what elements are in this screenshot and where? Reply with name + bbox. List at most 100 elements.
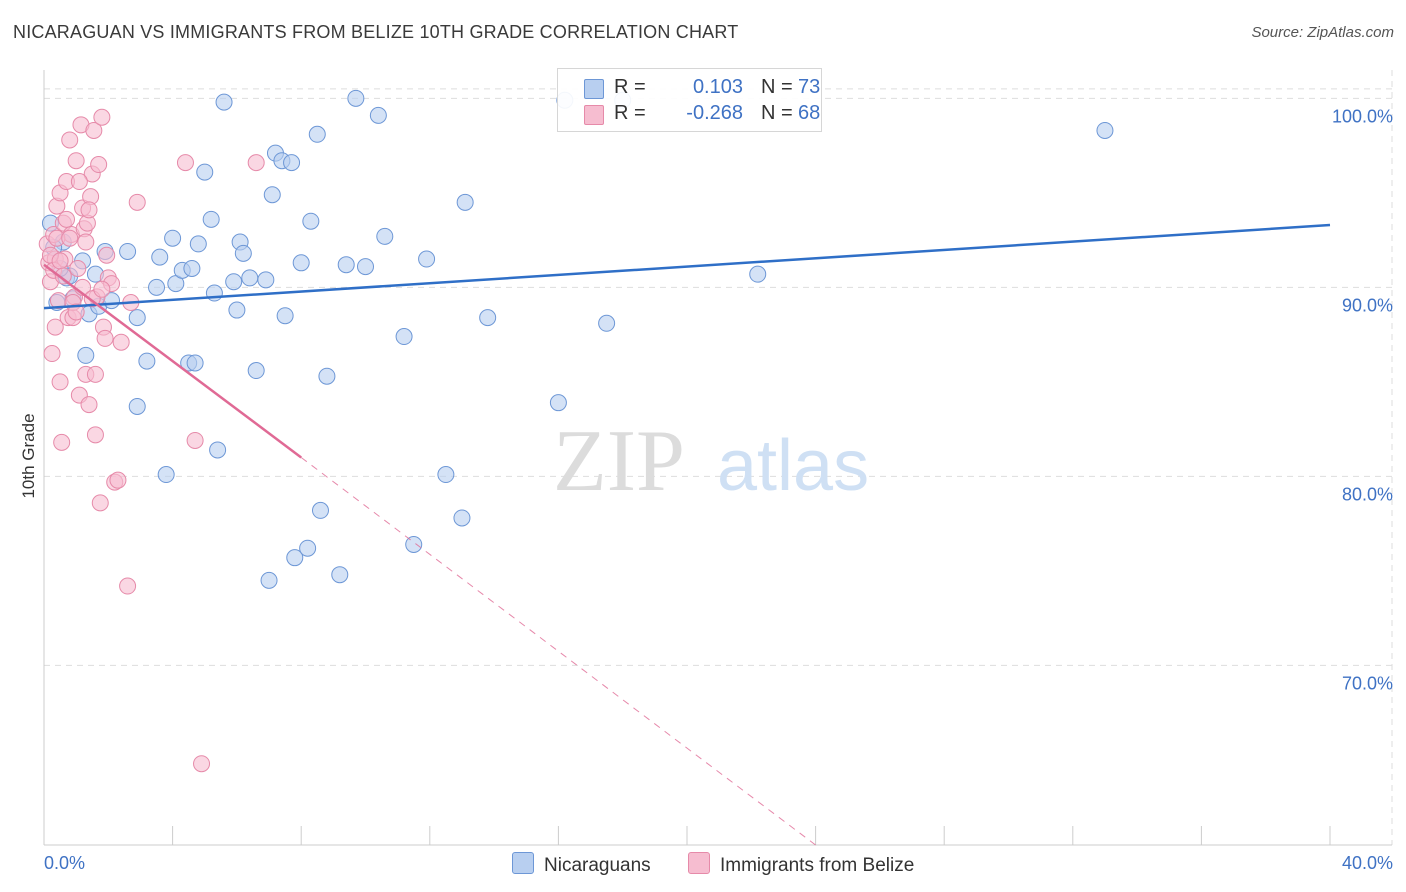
point-belize — [51, 373, 69, 391]
point-nicaraguans — [151, 248, 169, 266]
point-belize — [53, 433, 71, 451]
point-belize — [91, 494, 109, 512]
point-belize — [98, 246, 116, 264]
point-nicaraguans — [128, 397, 146, 415]
point-nicaraguans — [302, 212, 320, 230]
point-nicaraguans — [598, 314, 616, 332]
point-belize — [119, 577, 137, 595]
legend-n-label: N = — [761, 76, 793, 98]
point-nicaraguans — [164, 229, 182, 247]
point-belize — [86, 365, 104, 383]
point-nicaraguans — [276, 307, 294, 325]
point-nicaraguans — [376, 227, 394, 245]
point-belize — [247, 154, 265, 172]
point-belize — [193, 755, 211, 773]
point-nicaraguans — [395, 328, 413, 346]
point-belize — [54, 267, 72, 285]
point-belize — [109, 471, 127, 489]
point-nicaraguans — [437, 466, 455, 484]
point-belize — [80, 396, 98, 414]
legend-r-label: R = — [614, 76, 646, 98]
point-belize — [85, 121, 103, 139]
point-belize — [93, 280, 111, 298]
point-belize — [186, 431, 204, 449]
point-nicaraguans — [260, 571, 278, 589]
point-nicaraguans — [283, 154, 301, 172]
point-belize — [67, 303, 85, 321]
legend-label-belize: Immigrants from Belize — [720, 855, 915, 876]
point-belize — [67, 152, 85, 170]
point-nicaraguans — [456, 193, 474, 211]
point-nicaraguans — [215, 93, 233, 111]
legend-n-value: 73 — [798, 76, 821, 98]
point-nicaraguans — [241, 269, 259, 287]
legend-swatch-pink — [688, 852, 710, 874]
point-nicaraguans — [337, 256, 355, 274]
point-nicaraguans — [157, 466, 175, 484]
point-nicaraguans — [331, 566, 349, 584]
source-label: Source: ZipAtlas.com — [1251, 24, 1394, 41]
y-tick-label: 70.0% — [1342, 673, 1393, 693]
point-nicaraguans — [247, 362, 265, 380]
point-belize — [112, 333, 130, 351]
point-belize — [61, 131, 79, 149]
watermark-atlas: atlas — [717, 426, 869, 506]
point-belize — [80, 201, 98, 219]
point-nicaraguans — [148, 278, 166, 296]
trendline-nicaraguans — [43, 223, 1331, 310]
point-nicaraguans — [479, 309, 497, 327]
chart-title: NICARAGUAN VS IMMIGRANTS FROM BELIZE 10T… — [13, 22, 739, 42]
y-tick-label: 90.0% — [1342, 295, 1393, 315]
point-nicaraguans — [308, 125, 326, 143]
point-nicaraguans — [347, 89, 365, 107]
legend-r-value: -0.268 — [686, 102, 743, 124]
point-nicaraguans — [225, 273, 243, 291]
point-belize — [61, 229, 79, 247]
point-nicaraguans — [138, 352, 156, 370]
point-nicaraguans — [453, 509, 471, 527]
axis-layer: 70.0% 80.0% 90.0% 100.0% 0.0% 40.0% — [43, 70, 1393, 873]
point-belize — [93, 108, 111, 126]
x-tick-label: 40.0% — [1342, 853, 1393, 873]
legend-n-label: N = — [761, 102, 793, 124]
point-nicaraguans — [263, 186, 281, 204]
point-belize — [96, 329, 114, 347]
x-tick-label: 0.0% — [44, 853, 85, 873]
point-nicaraguans — [186, 354, 204, 372]
point-nicaraguans — [405, 535, 423, 553]
legend-swatch-blue — [512, 852, 534, 874]
point-nicaraguans — [257, 271, 275, 289]
legend-r-value: 0.103 — [692, 76, 743, 98]
point-nicaraguans — [202, 210, 220, 228]
point-nicaraguans — [749, 265, 767, 283]
point-belize — [90, 156, 108, 174]
stats-legend: R = 0.103 N = 73 R = -0.268 N = 68 — [557, 68, 822, 132]
legend-swatch-pink — [584, 105, 604, 125]
point-nicaraguans — [189, 235, 207, 253]
point-nicaraguans — [286, 549, 304, 567]
point-belize — [176, 154, 194, 172]
point-nicaraguans — [183, 259, 201, 277]
point-belize — [43, 345, 61, 363]
legend-item-belize: Immigrants from Belize — [688, 852, 914, 877]
point-nicaraguans — [209, 441, 227, 459]
points-layer — [38, 89, 1114, 773]
legend-r-label: R = — [614, 102, 646, 124]
y-tick-label: 80.0% — [1342, 484, 1393, 504]
point-nicaraguans — [234, 244, 252, 262]
watermark-zip: ZIP — [553, 413, 685, 510]
point-nicaraguans — [311, 501, 329, 519]
point-nicaraguans — [299, 539, 317, 557]
trend-layer — [43, 223, 1331, 846]
legend-label-nicaraguans: Nicaraguans — [544, 855, 651, 876]
point-nicaraguans — [1096, 121, 1114, 139]
y-axis-label: 10th Grade — [19, 413, 38, 498]
legend-n-value: 68 — [798, 102, 821, 124]
point-nicaraguans — [418, 250, 436, 268]
point-nicaraguans — [77, 346, 95, 364]
point-belize — [51, 252, 69, 270]
point-nicaraguans — [369, 106, 387, 124]
point-belize — [128, 193, 146, 211]
point-nicaraguans — [318, 367, 336, 385]
